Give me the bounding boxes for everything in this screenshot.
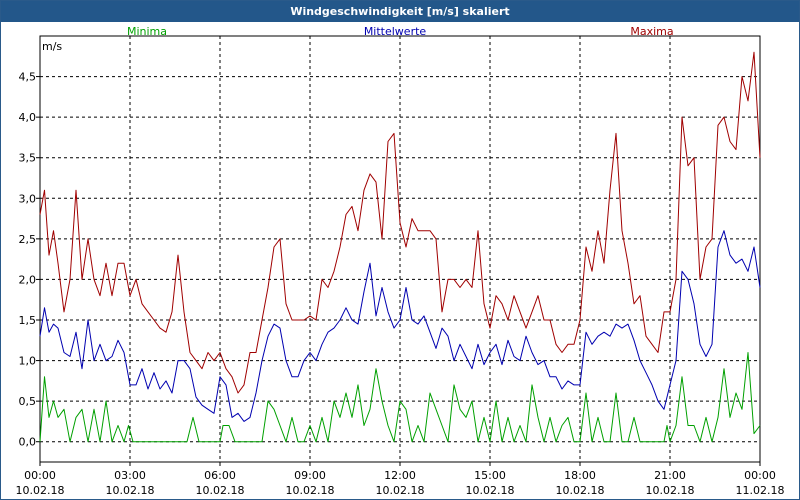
series-line-mittelwerte bbox=[39, 230, 761, 422]
x-tick-date: 10.02.18 bbox=[376, 484, 425, 497]
y-axis-unit: m/s bbox=[42, 40, 62, 53]
x-tick-date: 10.02.18 bbox=[196, 484, 245, 497]
y-tick-label: 0,0 bbox=[19, 436, 37, 449]
x-tick-date: 11.02.18 bbox=[736, 484, 785, 497]
x-axis-labels: 00:00 10.02.18 03:00 10.02.18 06:00 10.02.18 0… bbox=[16, 469, 785, 497]
x-tick-date: 10.02.18 bbox=[466, 484, 515, 497]
plot-frame bbox=[39, 35, 761, 463]
y-tick-label: 3,5 bbox=[19, 152, 37, 165]
series bbox=[39, 51, 761, 443]
y-tick-label: 2,0 bbox=[19, 273, 37, 286]
y-tick-label: 1,0 bbox=[19, 355, 37, 368]
legend: Minima Mittelwerte Maxima bbox=[127, 25, 674, 38]
x-tick-time: 00:00 bbox=[744, 469, 776, 482]
x-tick-time: 15:00 bbox=[474, 469, 506, 482]
x-tick-time: 03:00 bbox=[114, 469, 146, 482]
y-tick-label: 1,5 bbox=[19, 314, 37, 327]
x-tick-date: 10.02.18 bbox=[556, 484, 605, 497]
x-tick-time: 18:00 bbox=[564, 469, 596, 482]
x-tick-time: 06:00 bbox=[204, 469, 236, 482]
series-line-maxima bbox=[39, 51, 761, 394]
x-tick-time: 21:00 bbox=[654, 469, 686, 482]
x-tick-time: 12:00 bbox=[384, 469, 416, 482]
y-tick-label: 4,5 bbox=[19, 71, 37, 84]
y-tick-label: 2,5 bbox=[19, 233, 37, 246]
x-tick-date: 10.02.18 bbox=[646, 484, 695, 497]
legend-maxima: Maxima bbox=[630, 25, 673, 38]
y-tick-label: 4,0 bbox=[19, 111, 37, 124]
x-tick-time: 09:00 bbox=[294, 469, 326, 482]
y-tick-label: 0,5 bbox=[19, 395, 37, 408]
series-line-minima bbox=[39, 352, 761, 443]
legend-mittelwerte: Mittelwerte bbox=[364, 25, 427, 38]
x-tick-date: 10.02.18 bbox=[16, 484, 65, 497]
x-tick-date: 10.02.18 bbox=[106, 484, 155, 497]
x-tick-time: 00:00 bbox=[24, 469, 56, 482]
y-axis-labels: 0,0 0,5 1,0 1,5 2,0 2,5 3,0 3,5 4,0 4,5 bbox=[19, 71, 37, 449]
y-tick-label: 3,0 bbox=[19, 192, 37, 205]
window-title: Windgeschwindigkeit [m/s] skaliert bbox=[1, 1, 799, 22]
grid bbox=[36, 36, 761, 466]
legend-minima: Minima bbox=[127, 25, 167, 38]
x-tick-date: 10.02.18 bbox=[286, 484, 335, 497]
